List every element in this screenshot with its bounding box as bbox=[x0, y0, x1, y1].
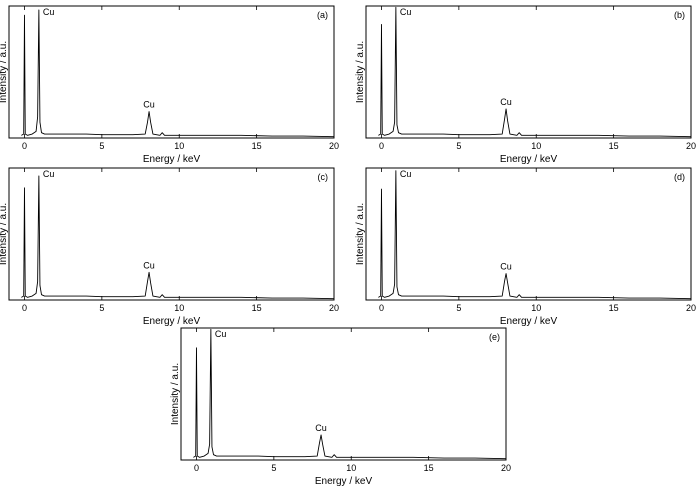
panel-a-spectrum-line bbox=[21, 9, 335, 138]
panel-d-xtick-label: 5 bbox=[456, 303, 461, 313]
panel-c-ylabel: Intensity / a.u. bbox=[0, 203, 9, 265]
panel-c-spectrum-line bbox=[21, 175, 335, 300]
panel-b-xtick-label: 0 bbox=[379, 141, 384, 151]
panel-c: 0 5 10 15 20 Energy / keV Intensity / a.u. (c) C… bbox=[0, 167, 339, 327]
panel-e-spectrum-line bbox=[193, 328, 507, 460]
panel-a-xlabel: Energy / keV bbox=[143, 154, 201, 165]
panel-e-peak-label-2: Cu bbox=[315, 423, 327, 433]
panel-e-xlabel: Energy / keV bbox=[315, 476, 373, 487]
panel-d: 0 5 10 15 20 Energy / keV Intensity / a.u. (d) C… bbox=[355, 167, 696, 327]
panel-e: 0 5 10 15 20 Energy / keV Intensity / a.u. (e) C… bbox=[170, 327, 511, 487]
panel-b-xtick-label: 5 bbox=[456, 141, 461, 151]
panel-b-spectrum-line bbox=[378, 6, 692, 138]
panel-c-xtick-label: 20 bbox=[329, 303, 339, 313]
panel-d-frame bbox=[365, 167, 692, 301]
panel-e-frame bbox=[180, 327, 507, 461]
panel-b-ylabel: Intensity / a.u. bbox=[355, 41, 366, 103]
panel-b-peak-label-1: Cu bbox=[400, 7, 412, 17]
panel-a-xtick-label: 0 bbox=[22, 141, 27, 151]
panel-e-xtick-label: 0 bbox=[194, 463, 199, 473]
panel-c-xtick-label: 10 bbox=[174, 303, 184, 313]
panel-a-ylabel: Intensity / a.u. bbox=[0, 41, 9, 103]
panel-e-xtick-label: 15 bbox=[424, 463, 434, 473]
panel-b-peak-label-2: Cu bbox=[500, 97, 512, 107]
panel-b-xtick-label: 20 bbox=[686, 141, 696, 151]
panel-b-label: (b) bbox=[674, 10, 685, 20]
panel-b-xtick-label: 15 bbox=[609, 141, 619, 151]
panel-a-xtick-label: 15 bbox=[252, 141, 262, 151]
panel-e-peak-label-1: Cu bbox=[215, 329, 227, 339]
panel-d-spectrum-line bbox=[378, 170, 692, 300]
panel-a-xtick-label: 5 bbox=[99, 141, 104, 151]
panel-d-peak-label-1: Cu bbox=[400, 169, 412, 179]
panel-d-xtick-label: 15 bbox=[609, 303, 619, 313]
panel-d-xlabel: Energy / keV bbox=[500, 316, 558, 327]
panel-a-xtick-label: 20 bbox=[329, 141, 339, 151]
panel-b-xlabel: Energy / keV bbox=[500, 154, 558, 165]
panel-c-peak-label-1: Cu bbox=[43, 169, 55, 179]
panel-a-xtick-label: 10 bbox=[174, 141, 184, 151]
panel-c-xtick-label: 5 bbox=[99, 303, 104, 313]
panel-a-peak-label-1: Cu bbox=[43, 7, 55, 17]
panel-c-label: (c) bbox=[318, 172, 329, 182]
panel-e-label: (e) bbox=[489, 332, 500, 342]
panel-e-xtick-label: 20 bbox=[501, 463, 511, 473]
panel-c-peak-label-2: Cu bbox=[143, 260, 155, 270]
panel-a-frame bbox=[8, 5, 335, 139]
panel-e-ylabel: Intensity / a.u. bbox=[170, 363, 181, 425]
panel-d-label: (d) bbox=[674, 172, 685, 182]
panel-c-xtick-label: 15 bbox=[252, 303, 262, 313]
panel-d-xtick-label: 20 bbox=[686, 303, 696, 313]
panel-a-label: (a) bbox=[317, 10, 328, 20]
panel-a-peak-label-2: Cu bbox=[143, 100, 155, 110]
panel-c-xtick-label: 0 bbox=[22, 303, 27, 313]
panel-c-frame bbox=[8, 167, 335, 301]
panel-d-peak-label-2: Cu bbox=[500, 262, 512, 272]
panel-b-frame bbox=[365, 5, 692, 139]
panel-b-xtick-label: 10 bbox=[531, 141, 541, 151]
panel-d-xtick-label: 0 bbox=[379, 303, 384, 313]
panel-b: 0 5 10 15 20 Energy / keV Intensity / a.u. (b) C… bbox=[355, 5, 696, 165]
panel-a: 0 5 10 15 20 Energy / keV Intensity / a.u. (a) C… bbox=[0, 5, 339, 165]
panel-e-xtick-label: 10 bbox=[346, 463, 356, 473]
panel-d-xtick-label: 10 bbox=[531, 303, 541, 313]
panel-c-xlabel: Energy / keV bbox=[143, 316, 201, 327]
panel-d-ylabel: Intensity / a.u. bbox=[355, 203, 366, 265]
panel-e-xtick-label: 5 bbox=[271, 463, 276, 473]
